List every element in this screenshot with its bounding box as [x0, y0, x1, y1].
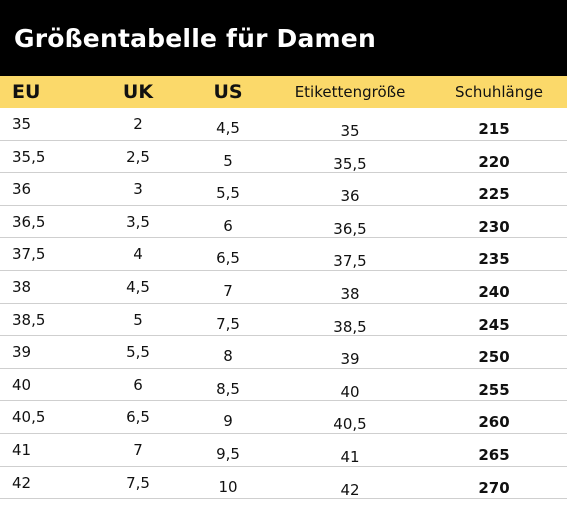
cell-etikettengroesse: 40 — [340, 382, 360, 401]
cell-eu: 37,5 — [12, 245, 46, 264]
column-header-us: US — [213, 81, 243, 103]
cell-schuhlaenge: 270 — [478, 478, 510, 497]
cell-etikettengroesse: 38 — [340, 285, 360, 303]
cell-etikettengroesse: 41 — [340, 448, 360, 466]
cell-etikettengroesse: 38,5 — [333, 317, 367, 336]
cell-eu: 35,5 — [12, 147, 46, 166]
table-row: 36 3 5,5 36 225 — [0, 173, 567, 206]
table-header: EU UK US Etikettengröße Schuhlänge — [0, 76, 567, 108]
cell-eu: 41 — [12, 441, 32, 459]
cell-schuhlaenge: 255 — [478, 380, 510, 399]
cell-us: 5 — [223, 151, 233, 170]
cell-uk: 5,5 — [126, 343, 150, 362]
table-row: 40,5 6,5 9 40,5 260 — [0, 401, 567, 434]
cell-schuhlaenge: 260 — [478, 413, 510, 432]
cell-etikettengroesse: 37,5 — [333, 252, 367, 271]
column-header-schuhlaenge: Schuhlänge — [455, 83, 543, 101]
cell-etikettengroesse: 42 — [340, 480, 360, 499]
table-row: 37,5 4 6,5 37,5 235 — [0, 238, 567, 271]
table-row: 42 7,5 10 42 270 — [0, 467, 567, 500]
cell-uk: 3 — [133, 180, 143, 199]
cell-schuhlaenge: 215 — [478, 120, 510, 138]
cell-eu: 38 — [12, 278, 32, 296]
cell-us: 9,5 — [216, 445, 240, 463]
cell-schuhlaenge: 235 — [478, 250, 510, 269]
cell-schuhlaenge: 240 — [478, 283, 510, 301]
column-header-uk: UK — [122, 81, 154, 103]
cell-eu: 42 — [12, 473, 32, 492]
table-row: 39 5,5 8 39 250 — [0, 336, 567, 369]
cell-etikettengroesse: 36,5 — [333, 219, 367, 238]
cell-uk: 6,5 — [126, 408, 150, 427]
table-row: 35,5 2,5 5 35,5 220 — [0, 141, 567, 174]
table-row: 38,5 5 7,5 38,5 245 — [0, 304, 567, 337]
cell-us: 4,5 — [216, 119, 240, 137]
cell-eu: 38,5 — [12, 310, 46, 329]
cell-etikettengroesse: 35,5 — [333, 154, 367, 173]
cell-us: 7,5 — [216, 314, 240, 333]
page-title: Größentabelle für Damen — [14, 24, 376, 53]
cell-uk: 5 — [133, 310, 143, 329]
cell-schuhlaenge: 220 — [478, 152, 510, 171]
cell-etikettengroesse: 36 — [340, 187, 360, 206]
cell-uk: 4 — [133, 245, 143, 264]
cell-uk: 2,5 — [126, 147, 150, 166]
cell-schuhlaenge: 250 — [478, 348, 510, 367]
cell-us: 9 — [223, 412, 233, 431]
cell-eu: 35 — [12, 115, 32, 133]
cell-uk: 4,5 — [126, 278, 150, 296]
cell-uk: 6 — [133, 375, 143, 394]
cell-schuhlaenge: 245 — [478, 315, 510, 334]
cell-us: 8,5 — [216, 379, 240, 398]
table-row: 35 2 4,5 35 215 — [0, 108, 567, 141]
cell-eu: 39 — [12, 343, 32, 362]
cell-eu: 36 — [12, 180, 32, 199]
cell-etikettengroesse: 40,5 — [333, 415, 367, 434]
table-row: 36,5 3,5 6 36,5 230 — [0, 206, 567, 239]
cell-us: 10 — [218, 477, 238, 496]
cell-uk: 7 — [133, 441, 143, 459]
table-row: 38 4,5 7 38 240 — [0, 271, 567, 304]
cell-schuhlaenge: 265 — [478, 446, 510, 464]
cell-eu: 40 — [12, 375, 32, 394]
cell-etikettengroesse: 35 — [340, 122, 360, 140]
cell-etikettengroesse: 39 — [340, 350, 360, 369]
cell-uk: 3,5 — [126, 212, 150, 231]
cell-us: 7 — [223, 282, 233, 300]
cell-eu: 40,5 — [12, 408, 46, 427]
cell-uk: 2 — [133, 115, 143, 133]
cell-eu: 36,5 — [12, 212, 46, 231]
column-header-eu: EU — [12, 81, 41, 103]
cell-us: 6,5 — [216, 249, 240, 268]
cell-us: 6 — [223, 216, 233, 235]
title-bar: Größentabelle für Damen — [0, 0, 567, 76]
table-row: 40 6 8,5 40 255 — [0, 369, 567, 402]
cell-us: 8 — [223, 347, 233, 366]
cell-schuhlaenge: 230 — [478, 217, 510, 236]
cell-us: 5,5 — [216, 184, 240, 203]
table-row: 41 7 9,5 41 265 — [0, 434, 567, 467]
cell-uk: 7,5 — [126, 473, 150, 492]
column-header-etikettengroesse: Etikettengröße — [294, 83, 406, 101]
cell-schuhlaenge: 225 — [478, 185, 510, 204]
